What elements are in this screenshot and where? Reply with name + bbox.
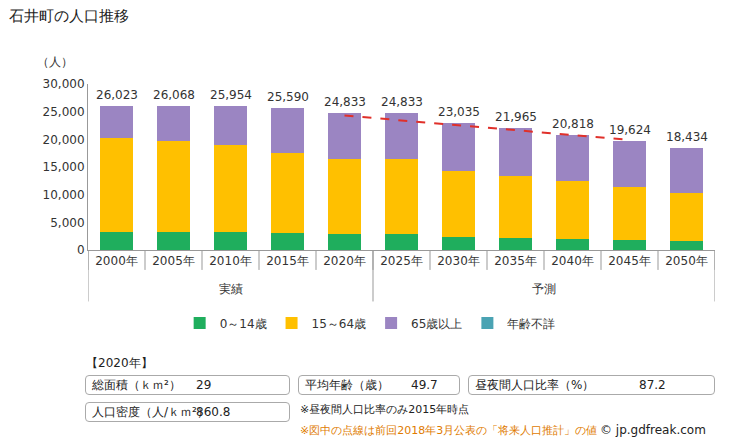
svg-text:26,068: 26,068 (153, 88, 195, 102)
html-text:29: 29 (196, 378, 212, 392)
html-text:860.8: 860.8 (196, 405, 231, 419)
svg-text:2005年: 2005年 (152, 254, 195, 268)
svg-text:18,434: 18,434 (666, 130, 708, 144)
html-text:【2020年】: 【2020年】 (86, 356, 153, 370)
html-text:平均年齢（歳）: 平均年齢（歳） (305, 378, 389, 392)
svg-text:実績: 実績 (219, 282, 243, 296)
svg-text:15,000: 15,000 (43, 160, 85, 174)
html-text:※図中の点線は前回2018年3月公表の「将来人口推計」の値: ※図中の点線は前回2018年3月公表の「将来人口推計」の値 © jp.gdfre… (300, 423, 706, 437)
svg-text:年齢不詳: 年齢不詳 (507, 317, 555, 331)
svg-text:20,818: 20,818 (552, 117, 594, 131)
html-text:49.7: 49.7 (411, 378, 438, 392)
svg-text:24,833: 24,833 (381, 95, 423, 109)
svg-text:2015年: 2015年 (266, 254, 309, 268)
html-text:87.2: 87.2 (639, 378, 666, 392)
svg-text:65歳以上: 65歳以上 (411, 317, 462, 331)
html-text:※昼夜間人口比率のみ2015年時点: ※昼夜間人口比率のみ2015年時点 (300, 403, 470, 416)
svg-text:23,035: 23,035 (438, 105, 480, 119)
svg-text:20,000: 20,000 (43, 133, 85, 147)
svg-text:26,023: 26,023 (96, 88, 138, 102)
svg-text:2045年: 2045年 (608, 254, 651, 268)
svg-text:2025年: 2025年 (380, 254, 423, 268)
svg-text:25,954: 25,954 (210, 88, 252, 102)
svg-text:19,624: 19,624 (609, 123, 651, 137)
html-text:昼夜間人口比率（%）: 昼夜間人口比率（%） (475, 378, 595, 392)
svg-text:15～64歳: 15～64歳 (312, 317, 367, 331)
svg-text:30,000: 30,000 (43, 77, 85, 91)
html-text:人口密度（人/ｋｍ²）: 人口密度（人/ｋｍ²） (92, 405, 209, 419)
svg-text:0: 0 (77, 243, 85, 257)
svg-text:25,000: 25,000 (43, 105, 85, 119)
svg-text:0～14歳: 0～14歳 (220, 317, 267, 331)
svg-text:5,000: 5,000 (50, 216, 84, 230)
svg-text:2050年: 2050年 (665, 254, 708, 268)
svg-text:予測: 予測 (532, 282, 556, 296)
svg-text:（人）: （人） (37, 55, 73, 69)
svg-text:2000年: 2000年 (95, 254, 138, 268)
svg-text:21,965: 21,965 (495, 110, 537, 124)
html-text:総面積（ｋｍ²）: 総面積（ｋｍ²） (92, 378, 181, 392)
svg-text:2010年: 2010年 (209, 254, 252, 268)
svg-text:10,000: 10,000 (43, 188, 85, 202)
svg-text:25,590: 25,590 (267, 90, 309, 104)
svg-text:2040年: 2040年 (551, 254, 594, 268)
svg-text:2020年: 2020年 (323, 254, 366, 268)
svg-text:2035年: 2035年 (494, 254, 537, 268)
svg-text:2030年: 2030年 (437, 254, 480, 268)
svg-text:24,833: 24,833 (324, 95, 366, 109)
svg-text:石井町の人口推移: 石井町の人口推移 (9, 7, 129, 25)
